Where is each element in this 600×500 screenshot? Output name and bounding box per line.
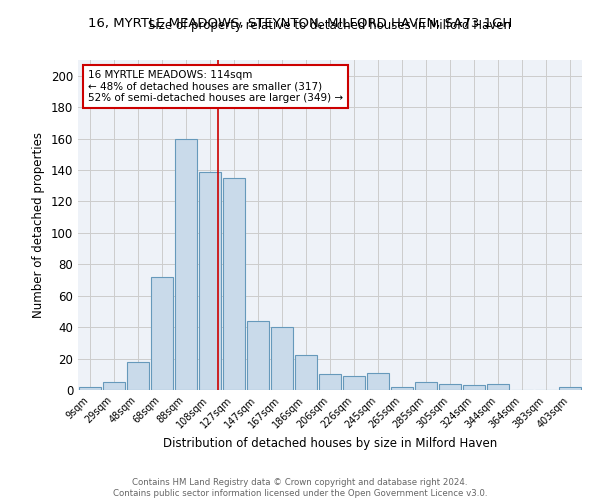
Bar xyxy=(559,387,581,390)
Bar xyxy=(247,321,269,390)
Text: Contains HM Land Registry data © Crown copyright and database right 2024.
Contai: Contains HM Land Registry data © Crown c… xyxy=(113,478,487,498)
Bar xyxy=(295,356,317,390)
Y-axis label: Number of detached properties: Number of detached properties xyxy=(32,132,45,318)
Bar xyxy=(463,386,485,390)
Text: 16 MYRTLE MEADOWS: 114sqm
← 48% of detached houses are smaller (317)
52% of semi: 16 MYRTLE MEADOWS: 114sqm ← 48% of detac… xyxy=(88,70,343,103)
Text: 16, MYRTLE MEADOWS, STEYNTON, MILFORD HAVEN, SA73 1GH: 16, MYRTLE MEADOWS, STEYNTON, MILFORD HA… xyxy=(88,18,512,30)
Bar xyxy=(127,362,149,390)
Bar xyxy=(391,387,413,390)
Bar xyxy=(343,376,365,390)
Bar xyxy=(199,172,221,390)
Bar xyxy=(175,138,197,390)
Bar xyxy=(79,387,101,390)
Bar xyxy=(223,178,245,390)
Bar xyxy=(271,327,293,390)
Bar xyxy=(103,382,125,390)
Bar xyxy=(487,384,509,390)
Title: Size of property relative to detached houses in Milford Haven: Size of property relative to detached ho… xyxy=(149,20,511,32)
X-axis label: Distribution of detached houses by size in Milford Haven: Distribution of detached houses by size … xyxy=(163,436,497,450)
Bar xyxy=(439,384,461,390)
Bar xyxy=(319,374,341,390)
Bar xyxy=(415,382,437,390)
Bar xyxy=(151,277,173,390)
Bar xyxy=(367,372,389,390)
